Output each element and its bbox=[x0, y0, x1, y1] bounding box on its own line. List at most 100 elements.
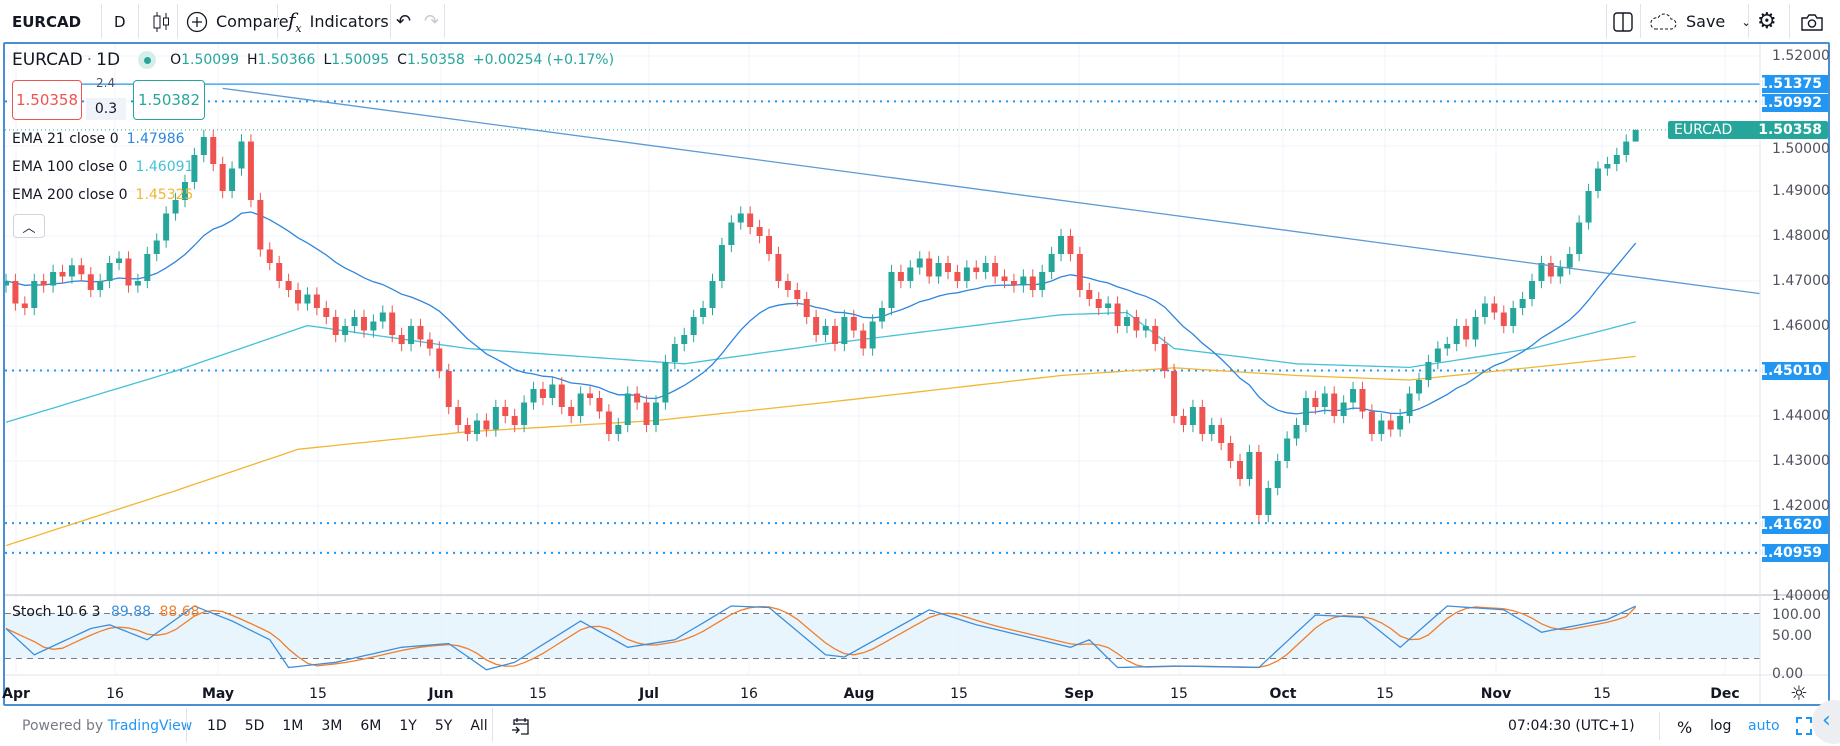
candle bbox=[766, 228, 773, 262]
ema-label: EMA 100 close 0 bbox=[12, 159, 128, 175]
layout-icon[interactable] bbox=[1612, 0, 1634, 43]
current-price-symbol: EURCAD bbox=[1674, 121, 1733, 138]
chart-type-button[interactable] bbox=[150, 0, 172, 43]
camera-icon[interactable] bbox=[1800, 0, 1824, 43]
stoch-legend[interactable]: Stoch 10 6 3 89.88 88.68 bbox=[12, 604, 200, 620]
candle bbox=[841, 309, 848, 352]
brand-link[interactable]: TradingView bbox=[107, 718, 193, 734]
compare-button[interactable]: Compare bbox=[186, 0, 289, 43]
candles-icon bbox=[153, 11, 169, 32]
candle-body bbox=[370, 321, 377, 331]
candle bbox=[747, 206, 754, 235]
candle-body bbox=[1048, 254, 1055, 272]
trendline[interactable] bbox=[222, 87, 1760, 295]
candle bbox=[87, 267, 94, 298]
stoch-tick: 100.00 bbox=[1772, 607, 1821, 623]
chevron-up-icon[interactable]: ︿ bbox=[13, 214, 45, 238]
undo-icon[interactable]: ↶ bbox=[396, 11, 412, 32]
candle bbox=[238, 134, 245, 176]
range-button-6m[interactable]: 6M bbox=[360, 718, 382, 734]
indicators-button[interactable]: fx Indicators bbox=[288, 0, 389, 43]
stoch-k-value: 89.88 bbox=[110, 604, 152, 620]
candle bbox=[803, 291, 810, 325]
time-tick: Nov bbox=[1480, 686, 1512, 702]
candle bbox=[342, 318, 349, 343]
range-button-1y[interactable]: 1Y bbox=[399, 718, 417, 734]
candle-body bbox=[803, 299, 810, 317]
ema200-legend[interactable]: EMA 200 close 0 1.45325 bbox=[12, 187, 193, 203]
time-tick: 15 bbox=[1593, 686, 1611, 702]
range-button-3m[interactable]: 3M bbox=[321, 718, 343, 734]
range-button-all[interactable]: All bbox=[470, 718, 488, 734]
candle-body bbox=[351, 317, 358, 326]
candle bbox=[1350, 381, 1357, 410]
candle-body bbox=[1067, 236, 1074, 254]
candle bbox=[78, 258, 85, 282]
candle-body bbox=[718, 245, 725, 281]
candle bbox=[935, 255, 942, 284]
range-button-1m[interactable]: 1M bbox=[282, 718, 304, 734]
candle-body bbox=[266, 249, 273, 263]
candle-body bbox=[1114, 303, 1121, 326]
redo-icon[interactable]: ↷ bbox=[424, 11, 440, 32]
candle bbox=[455, 399, 462, 433]
symbol-search-button[interactable]: EURCAD bbox=[12, 12, 82, 31]
candle bbox=[1293, 417, 1300, 446]
sell-button[interactable]: 1.50358 bbox=[12, 80, 82, 120]
candle-body bbox=[615, 425, 622, 434]
candle bbox=[1425, 354, 1432, 388]
percent-toggle[interactable]: % bbox=[1677, 718, 1693, 737]
candle bbox=[1594, 161, 1601, 199]
ema100-legend[interactable]: EMA 100 close 0 1.46091 bbox=[12, 159, 193, 175]
candle bbox=[1076, 246, 1083, 298]
cloud-icon bbox=[1650, 13, 1677, 29]
candle-body bbox=[945, 263, 951, 272]
candle bbox=[945, 255, 951, 280]
candle bbox=[200, 129, 207, 163]
fx-icon: fx bbox=[288, 8, 302, 35]
save-button[interactable]: Save ⌄ bbox=[1648, 0, 1751, 43]
clock[interactable]: 07:04:30 (UTC+1) bbox=[1508, 718, 1635, 734]
interval-button[interactable]: D bbox=[114, 12, 126, 31]
range-button-1d[interactable]: 1D bbox=[207, 718, 227, 734]
auto-toggle[interactable]: auto bbox=[1748, 718, 1780, 734]
candle bbox=[973, 260, 980, 280]
chevron-down-icon[interactable]: ⌄ bbox=[1741, 14, 1752, 29]
gear-icon[interactable]: ⚙ bbox=[1757, 9, 1777, 34]
candle bbox=[1123, 309, 1130, 334]
candle bbox=[963, 260, 970, 289]
ema-value: 1.45325 bbox=[135, 187, 194, 203]
candle-body bbox=[756, 227, 763, 236]
log-toggle[interactable]: log bbox=[1710, 718, 1732, 734]
go-to-date-icon[interactable] bbox=[510, 716, 532, 742]
buy-button[interactable]: 1.50382 bbox=[133, 80, 205, 120]
candle-body bbox=[1133, 317, 1140, 331]
candle bbox=[549, 377, 556, 406]
candle bbox=[125, 251, 132, 293]
candle-body bbox=[888, 272, 895, 308]
candle-body bbox=[436, 348, 443, 371]
range-button-5d[interactable]: 5D bbox=[244, 718, 265, 734]
candle-body bbox=[1284, 438, 1291, 461]
candle bbox=[1444, 336, 1451, 356]
powered-by[interactable]: Powered by TradingView bbox=[22, 718, 192, 734]
ohlc-value-h: 1.50366 bbox=[257, 52, 316, 68]
ohlc-key-c: C bbox=[397, 52, 407, 68]
candle-body bbox=[1557, 267, 1564, 277]
market-status-icon[interactable] bbox=[138, 51, 157, 69]
range-button-5y[interactable]: 5Y bbox=[434, 718, 453, 734]
fullscreen-icon[interactable] bbox=[1796, 717, 1812, 735]
candle bbox=[860, 323, 867, 356]
candle-body bbox=[1491, 303, 1498, 313]
axis-settings-icon[interactable]: ☼ bbox=[1790, 681, 1808, 705]
candle bbox=[304, 287, 311, 311]
chevron-left-icon[interactable]: ‹ bbox=[1812, 700, 1840, 744]
ema21-legend[interactable]: EMA 21 close 0 1.47986 bbox=[12, 131, 185, 147]
candle bbox=[1481, 296, 1488, 325]
candle bbox=[163, 206, 170, 248]
candle bbox=[1368, 404, 1375, 442]
candle bbox=[332, 309, 339, 343]
candle bbox=[1284, 431, 1291, 469]
candle-body bbox=[1481, 303, 1488, 317]
